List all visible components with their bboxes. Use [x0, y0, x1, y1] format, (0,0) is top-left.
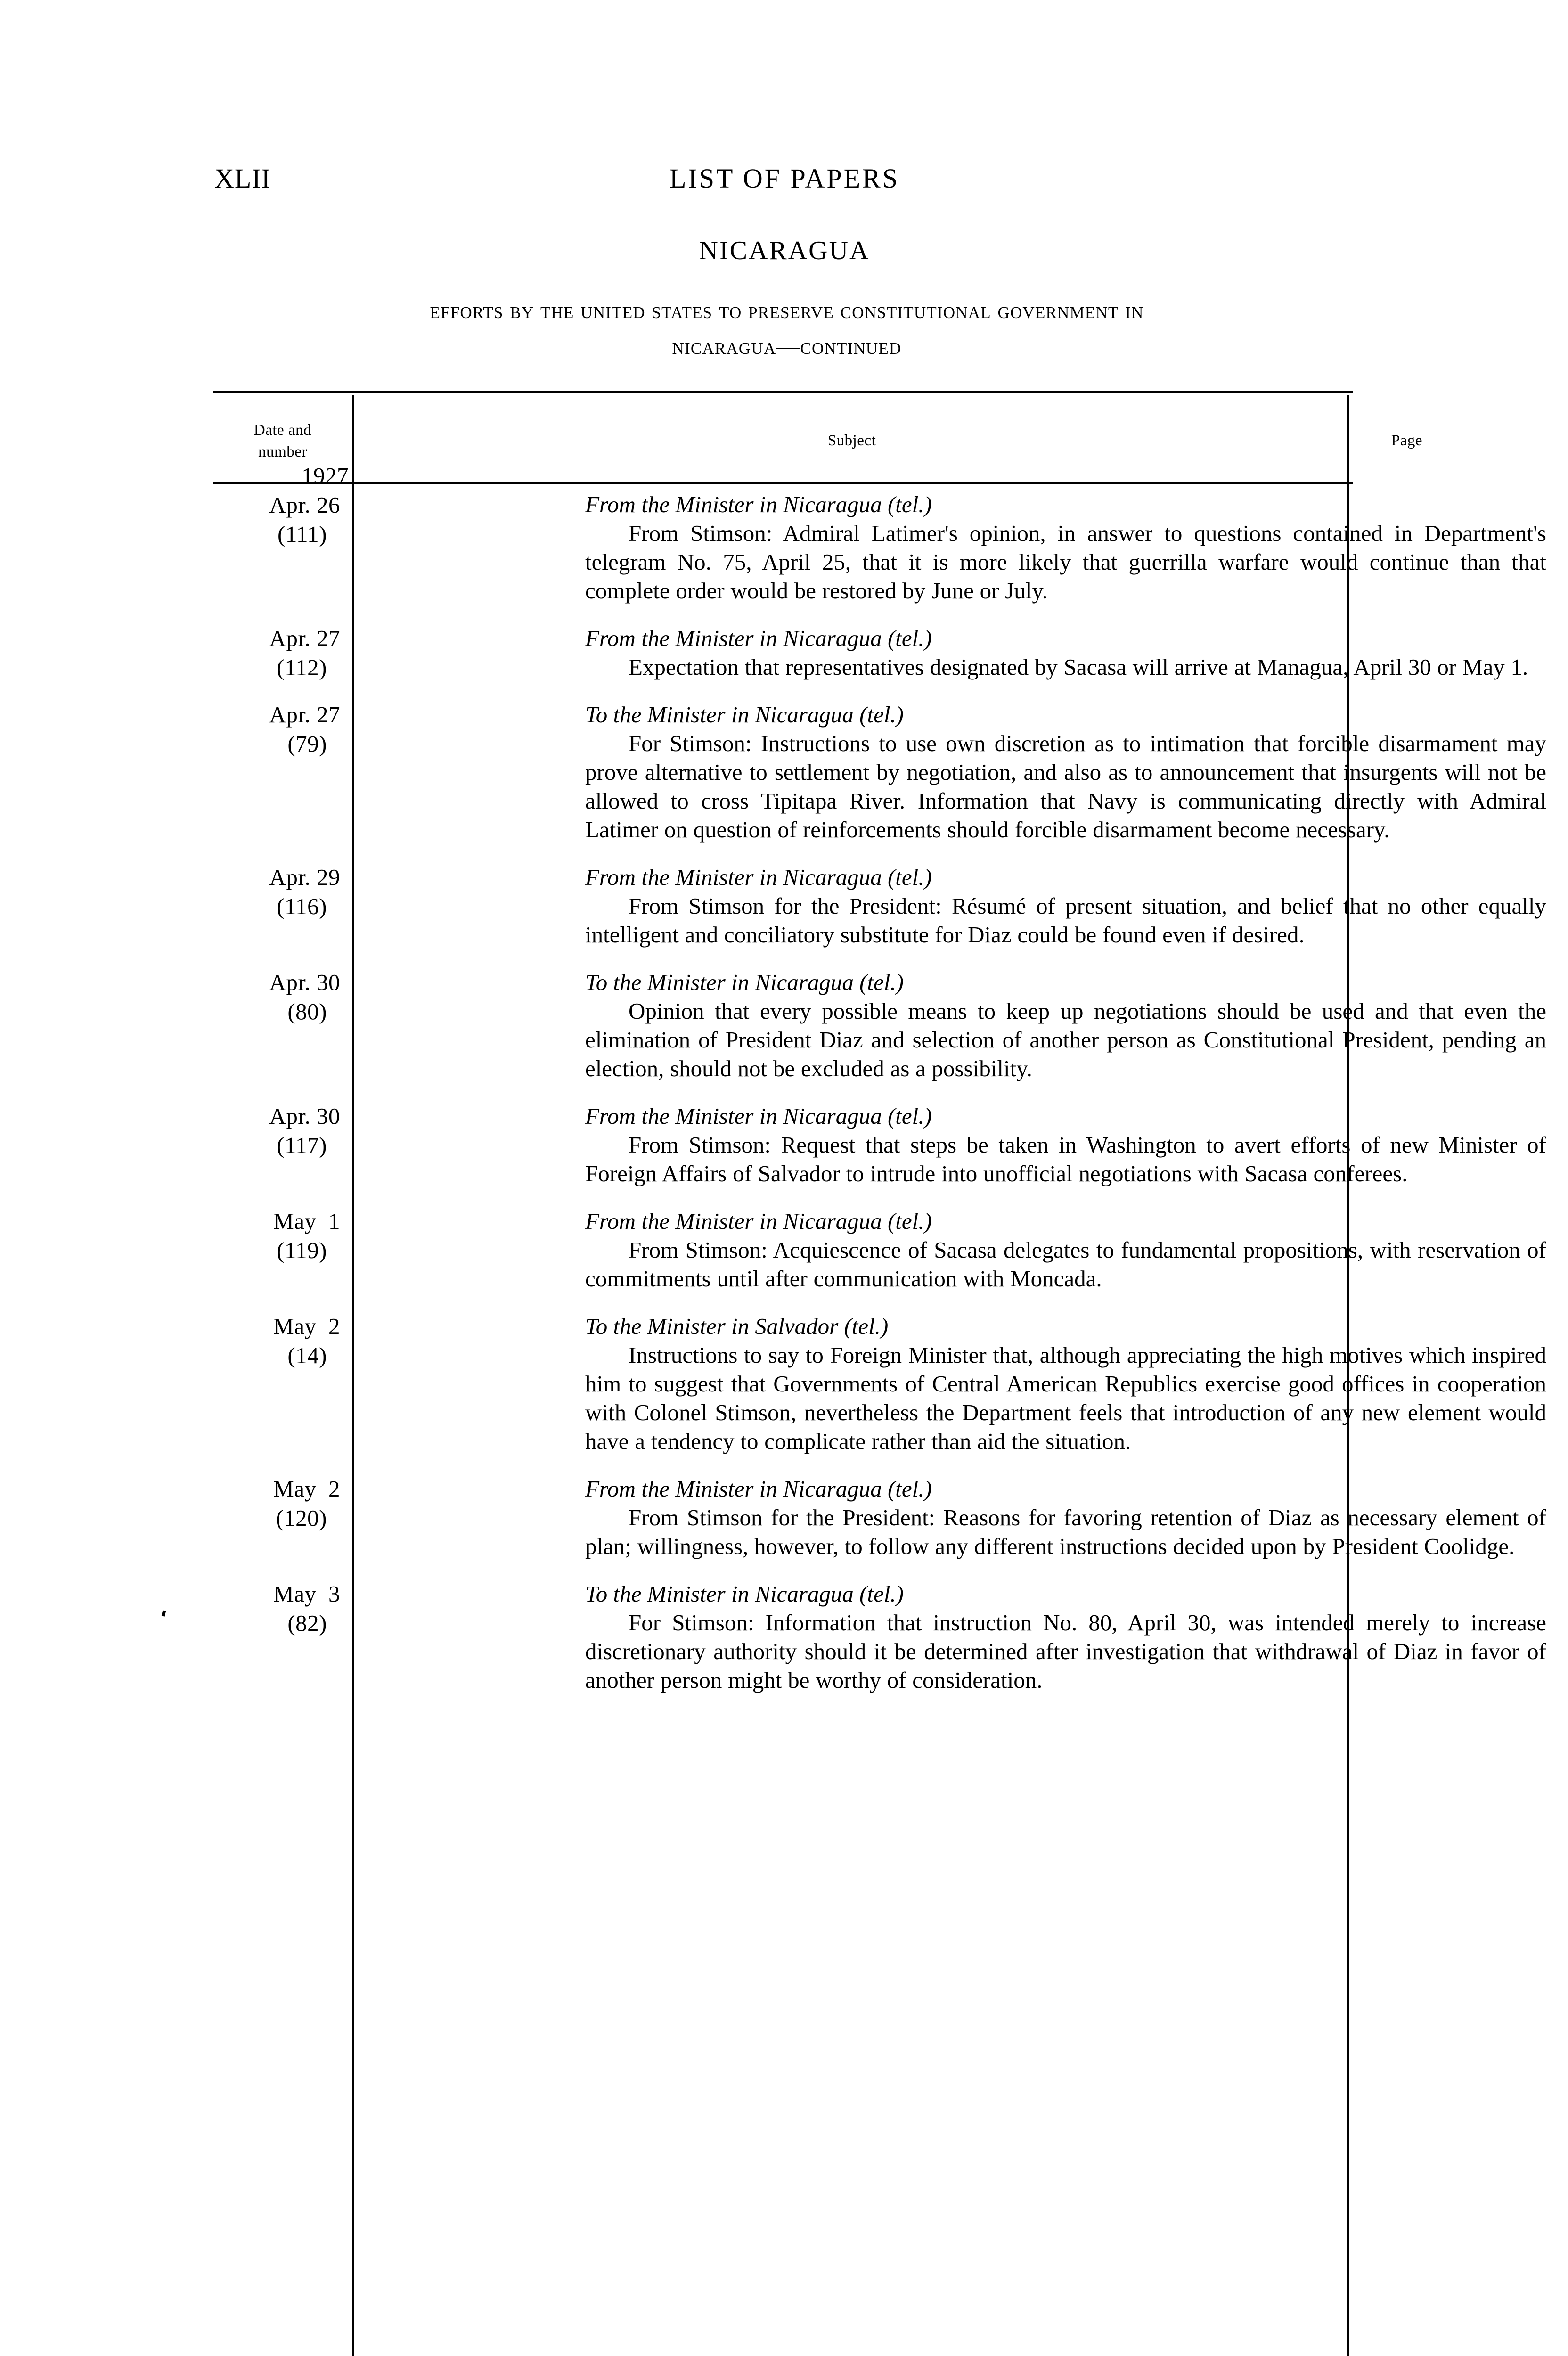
entry-date: Apr. 30	[269, 1103, 340, 1129]
entry-date: May 3	[273, 1581, 340, 1607]
cell-date-and-number: May 2 (120)	[213, 1474, 349, 1533]
running-head: XLII LIST OF PAPERS	[214, 163, 1355, 196]
entry-number: (117)	[277, 1132, 327, 1158]
table-top-rule	[213, 391, 1353, 393]
cell-date-and-number: Apr. 27 (112)	[213, 624, 349, 682]
entry-title: To the Minister in Salvador (tel.)	[585, 1313, 889, 1339]
entry-number: (119)	[277, 1237, 327, 1263]
column-header-date-line2: number	[258, 443, 307, 460]
cell-subject: To the Minister in Nicaragua (tel.) For S…	[585, 700, 1546, 844]
section-country-heading: NICARAGUA	[699, 236, 870, 265]
entry-abstract: From Stimson for the President: Reasons …	[585, 1505, 1546, 1559]
entry-title: From the Minister in Nicaragua (tel.)	[585, 1208, 932, 1234]
cell-subject: To the Minister in Salvador (tel.) Instru…	[585, 1312, 1546, 1456]
entry-number: (80)	[287, 998, 327, 1024]
entry-date: May 1	[273, 1208, 340, 1234]
entry-date: May 2	[273, 1313, 340, 1339]
column-header-page: Page	[1391, 432, 1423, 449]
cell-date-and-number: Apr. 27 (79)	[213, 700, 349, 759]
entry-date: Apr. 30	[269, 969, 340, 995]
entry-date: Apr. 29	[269, 864, 340, 890]
entry-number: (111)	[278, 521, 327, 547]
cell-subject: From the Minister in Nicaragua (tel.) Fro…	[585, 1474, 1546, 1561]
entry-title: To the Minister in Nicaragua (tel.)	[585, 969, 904, 995]
entry-title: From the Minister in Nicaragua (tel.)	[585, 625, 932, 651]
column-header-date: Date and number	[213, 419, 352, 463]
scan-artifact-speck	[161, 1610, 166, 1617]
cell-date-and-number: Apr. 30 (80)	[213, 968, 349, 1026]
entry-abstract: For Stimson: Instructions to use own dis…	[585, 730, 1546, 843]
cell-date-and-number: May 1 (119)	[213, 1207, 349, 1265]
cell-date-and-number: May 3 (82)	[213, 1579, 349, 1638]
cell-date-and-number: May 2 (14)	[213, 1312, 349, 1370]
entry-title: From the Minister in Nicaragua (tel.)	[585, 1103, 932, 1129]
column-header-subject: Subject	[827, 432, 876, 449]
entry-date: May 2	[273, 1476, 340, 1502]
entry-number: (116)	[277, 893, 327, 919]
entry-number: (14)	[287, 1342, 327, 1368]
entry-abstract: For Stimson: Information that instructio…	[585, 1610, 1546, 1693]
entry-date: Apr. 26	[269, 492, 340, 518]
cell-subject: From the Minister in Nicaragua (tel.) Fro…	[585, 490, 1546, 605]
entry-year: 1927	[302, 463, 349, 489]
entry-abstract: From Stimson: Admiral Latimer's opinion,…	[585, 520, 1546, 604]
entry-number: (120)	[276, 1505, 327, 1531]
cell-subject: From the Minister in Nicaragua (tel.) Fro…	[585, 1102, 1546, 1188]
column-header-date-line1: Date and	[253, 422, 312, 439]
entry-number: (82)	[287, 1610, 327, 1636]
entry-date: Apr. 27	[269, 625, 340, 651]
entry-abstract: Opinion that every possible means to kee…	[585, 998, 1546, 1081]
section-subject-heading-line1: Efforts by the United States to Preserve…	[430, 297, 1144, 323]
cell-subject: From the Minister in Nicaragua (tel.) Exp…	[585, 624, 1546, 681]
entry-abstract: From Stimson: Acquiescence of Sacasa del…	[585, 1237, 1546, 1292]
entry-title: From the Minister in Nicaragua (tel.)	[585, 491, 932, 517]
section-subject-heading: Efforts by the United States to Preserve…	[214, 292, 1359, 364]
table-header-rule	[213, 482, 1353, 484]
cell-subject: To the Minister in Nicaragua (tel.) For S…	[585, 1579, 1546, 1694]
table-column-rule-left	[352, 395, 354, 2356]
cell-date-and-number: Apr. 30 (117)	[213, 1102, 349, 1160]
entry-abstract: From Stimson: Request that steps be take…	[585, 1132, 1546, 1186]
entry-title: To the Minister in Nicaragua (tel.)	[585, 1581, 904, 1607]
entry-number: (79)	[287, 731, 327, 757]
cell-date-and-number: Apr. 29 (116)	[213, 863, 349, 921]
table-column-rule-right	[1348, 395, 1349, 2356]
running-title: LIST OF PAPERS	[670, 163, 899, 194]
entry-title: To the Minister in Nicaragua (tel.)	[585, 702, 904, 728]
entry-date: Apr. 27	[269, 702, 340, 728]
page-folio: XLII	[214, 163, 271, 194]
entry-title: From the Minister in Nicaragua (tel.)	[585, 864, 932, 890]
entry-abstract: From Stimson for the President: Résumé o…	[585, 893, 1546, 948]
entry-number: (112)	[277, 654, 327, 680]
section-subject-heading-line2: Nicaragua—Continued	[672, 333, 902, 359]
cell-subject: From the Minister in Nicaragua (tel.) Fro…	[585, 863, 1546, 949]
cell-subject: From the Minister in Nicaragua (tel.) Fro…	[585, 1207, 1546, 1293]
cell-subject: To the Minister in Nicaragua (tel.) Opini…	[585, 968, 1546, 1083]
entry-abstract: Instructions to say to Foreign Minister …	[585, 1342, 1546, 1454]
cell-date-and-number: 1927 Apr. 26 (111)	[213, 461, 349, 549]
entry-abstract: Expectation that representatives designa…	[629, 654, 1528, 680]
entry-title: From the Minister in Nicaragua (tel.)	[585, 1476, 932, 1502]
